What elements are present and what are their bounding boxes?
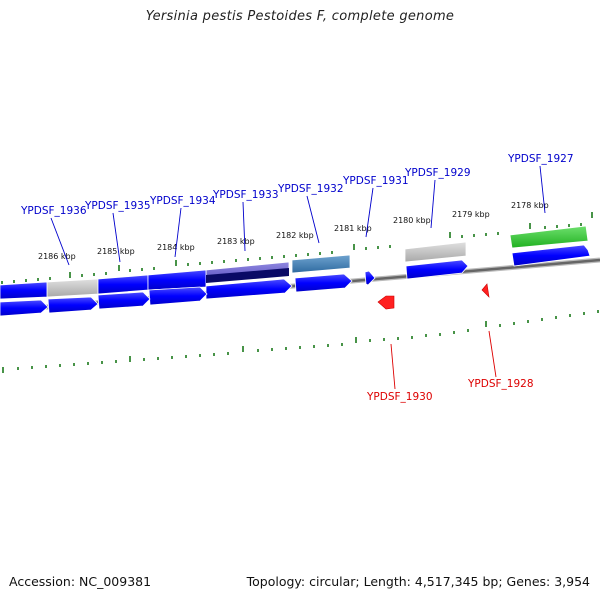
gene-label-forward[interactable]: YPDSF_1934 xyxy=(149,195,216,207)
feature-bar-green xyxy=(509,225,589,249)
kbp-label: 2180 kbp xyxy=(393,216,431,225)
cds-arrow-forward xyxy=(0,299,49,317)
kbp-label: 2185 kbp xyxy=(97,247,135,256)
reverse-cds-arrows xyxy=(377,283,490,310)
gene-label-reverse[interactable]: YPDSF_1930 xyxy=(366,391,433,403)
gene-label-forward[interactable]: YPDSF_1933 xyxy=(212,189,279,201)
accession-text: Accession: NC_009381 xyxy=(9,574,152,589)
kbp-label: 2181 kbp xyxy=(334,224,372,233)
gene-label-forward[interactable]: YPDSF_1927 xyxy=(507,153,574,165)
feature-bar-blue xyxy=(97,274,149,295)
kbp-label: 2182 kbp xyxy=(276,231,314,240)
feature-bar-navy xyxy=(206,268,289,283)
gene-label-forward[interactable]: YPDSF_1936 xyxy=(20,205,87,217)
outer-tick-ring xyxy=(1,212,593,284)
gene-label-forward[interactable]: YPDSF_1935 xyxy=(84,200,151,212)
kbp-label: 2186 kbp xyxy=(38,252,76,261)
cds-arrow-forward xyxy=(294,273,353,293)
cds-arrow-reverse xyxy=(481,283,490,298)
feature-bars-outer xyxy=(0,225,589,300)
reverse-label-leaders xyxy=(390,330,497,390)
cds-arrow-forward xyxy=(47,296,99,314)
gene-label-forward[interactable]: YPDSF_1932 xyxy=(277,183,344,195)
cds-arrow-reverse xyxy=(377,295,395,310)
forward-cds-arrows xyxy=(0,244,591,317)
map-title: Yersinia pestis Pestoides F, complete ge… xyxy=(145,9,455,24)
cds-arrow-forward xyxy=(405,259,469,280)
forward-label-leaders xyxy=(50,165,546,266)
genome-summary-text: Topology: circular; Length: 4,517,345 bp… xyxy=(246,574,590,589)
cds-arrow-forward xyxy=(511,244,591,267)
feature-bar-gray xyxy=(404,241,467,263)
kbp-label: 2183 kbp xyxy=(217,237,255,246)
cds-arrow-forward xyxy=(364,270,376,286)
kbp-label: 2179 kbp xyxy=(452,210,490,219)
kbp-label: 2178 kbp xyxy=(511,201,549,210)
gene-label-forward[interactable]: YPDSF_1931 xyxy=(342,175,409,187)
cds-arrow-forward xyxy=(148,286,208,306)
feature-bar-gray xyxy=(46,278,99,298)
gene-label-reverse[interactable]: YPDSF_1928 xyxy=(467,378,534,390)
inner-tick-ring xyxy=(2,310,599,373)
gene-label-forward[interactable]: YPDSF_1929 xyxy=(404,167,471,179)
cds-arrow-forward xyxy=(205,278,293,300)
feature-bar-blue xyxy=(0,281,48,300)
cds-arrow-forward xyxy=(97,291,151,310)
feature-bar-steel xyxy=(291,254,351,274)
